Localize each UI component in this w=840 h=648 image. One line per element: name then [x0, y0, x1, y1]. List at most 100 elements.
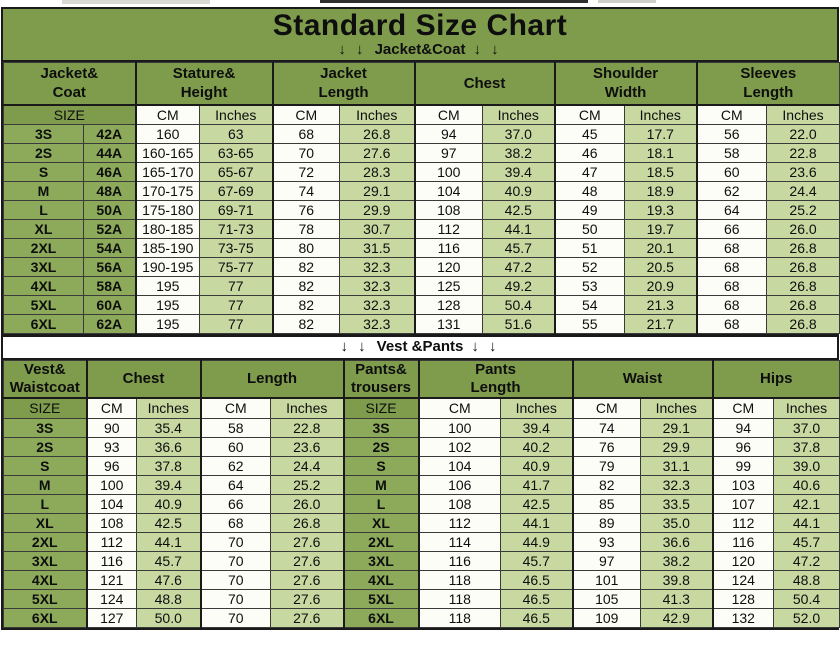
- size-cell: 3S: [3, 417, 87, 438]
- table-row: 6XL 127 50.0 70 27.6 6XL 118 46.5 109 42.9 132 52.0: [3, 607, 840, 628]
- value-cell: 93: [571, 531, 641, 552]
- value-cell: 44.1: [136, 531, 201, 552]
- value-cell: 131: [413, 314, 484, 334]
- value-cell: 38.2: [482, 143, 556, 163]
- table-row: M 48A 170-175 67-69 74 29.1 104 40.9 48 18.9 62 24.…: [3, 181, 840, 201]
- value-cell: 22.8: [270, 417, 344, 438]
- value-cell: 103: [711, 474, 775, 495]
- size-cell: 5XL: [3, 295, 84, 315]
- value-cell: 68: [199, 512, 271, 533]
- value-cell: 96: [85, 455, 137, 476]
- value-cell: 70: [199, 588, 271, 609]
- size-cell: S: [342, 455, 419, 476]
- table-row: 3S 42A 160 63 68 26.8 94 37.0 45 17.7 56 22.0: [3, 124, 840, 144]
- value-cell: 29.1: [639, 417, 714, 438]
- size-cell: 3S: [342, 417, 419, 438]
- value-cell: 58: [695, 143, 768, 163]
- value-cell: 22.0: [766, 124, 840, 144]
- size-cell: 5XL: [3, 588, 87, 609]
- value-cell: 22.8: [766, 143, 840, 163]
- inches-header: Inches: [500, 397, 573, 419]
- value-cell: 118: [417, 607, 501, 628]
- value-cell: 49: [553, 200, 626, 220]
- value-cell: 97: [413, 143, 484, 163]
- column-group-hips: Hips: [711, 360, 840, 399]
- value-cell: 45.7: [482, 238, 556, 258]
- value-cell: 52: [553, 257, 626, 277]
- value-cell: 46: [553, 143, 626, 163]
- value-cell: 62: [695, 181, 768, 201]
- cm-header: CM: [271, 104, 341, 125]
- value-cell: 45: [553, 124, 626, 144]
- inches-header: Inches: [766, 104, 840, 125]
- value-cell: 56: [695, 124, 768, 144]
- value-cell: 63: [199, 124, 274, 144]
- value-cell: 69-71: [199, 200, 274, 220]
- value-cell: 47.6: [136, 569, 201, 590]
- value-cell: 73-75: [199, 238, 274, 258]
- value-cell: 26.8: [766, 238, 840, 258]
- table-row: S 96 37.8 62 24.4 S 104 40.9 79 31.1 99 39.0: [3, 455, 840, 476]
- value-cell: 26.8: [766, 276, 840, 296]
- value-cell: 24.4: [766, 181, 840, 201]
- size-cell: 62A: [82, 314, 137, 334]
- size-cell: 3S: [3, 124, 84, 144]
- down-arrows-icon: ↓ ↓: [471, 338, 500, 355]
- value-cell: 114: [417, 531, 501, 552]
- value-cell: 39.0: [773, 455, 840, 476]
- value-cell: 108: [417, 493, 501, 514]
- vest-group-header-row: Vest& Waistcoat Chest Length Pants& trou…: [3, 360, 840, 399]
- value-cell: 74: [571, 417, 641, 438]
- value-cell: 79: [571, 455, 641, 476]
- page-title: Standard Size Chart: [272, 9, 568, 42]
- value-cell: 96: [711, 436, 775, 457]
- value-cell: 118: [417, 569, 501, 590]
- value-cell: 106: [417, 474, 501, 495]
- column-group-length: Length: [199, 360, 344, 399]
- value-cell: 71-73: [199, 219, 274, 239]
- size-cell: L: [3, 493, 87, 514]
- size-cell: 4XL: [342, 569, 419, 590]
- value-cell: 45.7: [773, 531, 840, 552]
- value-cell: 89: [571, 512, 641, 533]
- column-group-shoulder-width: Shoulder Width: [553, 62, 698, 106]
- value-cell: 60: [695, 162, 768, 182]
- value-cell: 99: [711, 455, 775, 476]
- value-cell: 104: [85, 493, 137, 514]
- value-cell: 39.4: [482, 162, 556, 182]
- value-cell: 37.8: [136, 455, 201, 476]
- size-cell: 42A: [82, 124, 137, 144]
- size-cell: 48A: [82, 181, 137, 201]
- value-cell: 26.8: [766, 295, 840, 315]
- cm-header: CM: [571, 397, 641, 419]
- size-cell: 6XL: [3, 314, 84, 334]
- column-group-chest: Chest: [85, 360, 201, 399]
- table-row: 5XL 60A 195 77 82 32.3 128 50.4 54 21.3 68 26.8: [3, 295, 840, 315]
- value-cell: 76: [271, 200, 341, 220]
- value-cell: 32.3: [339, 257, 416, 277]
- jacket-coat-banner: ↓ ↓ Jacket&Coat ↓ ↓: [3, 42, 837, 58]
- vest-unit-header-row: SIZE CM Inches CM Inches SIZE CM Inches …: [3, 397, 840, 419]
- value-cell: 23.6: [270, 436, 344, 457]
- value-cell: 42.5: [500, 493, 573, 514]
- value-cell: 170-175: [134, 181, 201, 201]
- value-cell: 17.7: [624, 124, 698, 144]
- size-cell: 3XL: [3, 550, 87, 571]
- value-cell: 180-185: [134, 219, 201, 239]
- inches-header: Inches: [482, 104, 556, 125]
- table-row: L 104 40.9 66 26.0 L 108 42.5 85 33.5 107 42.1: [3, 493, 840, 514]
- crop-artifact: [598, 0, 656, 3]
- value-cell: 39.8: [639, 569, 714, 590]
- down-arrows-icon: ↓ ↓: [338, 41, 367, 58]
- value-cell: 39.4: [500, 417, 573, 438]
- value-cell: 26.8: [270, 512, 344, 533]
- size-cell: L: [3, 200, 84, 220]
- value-cell: 44.1: [482, 219, 556, 239]
- value-cell: 75-77: [199, 257, 274, 277]
- value-cell: 70: [199, 607, 271, 628]
- value-cell: 94: [413, 124, 484, 144]
- value-cell: 44.9: [500, 531, 573, 552]
- title-band: Standard Size Chart ↓ ↓ Jacket&Coat ↓ ↓: [3, 9, 837, 62]
- table-row: 2XL 54A 185-190 73-75 80 31.5 116 45.7 51 20.1 68 2…: [3, 238, 840, 258]
- value-cell: 165-170: [134, 162, 201, 182]
